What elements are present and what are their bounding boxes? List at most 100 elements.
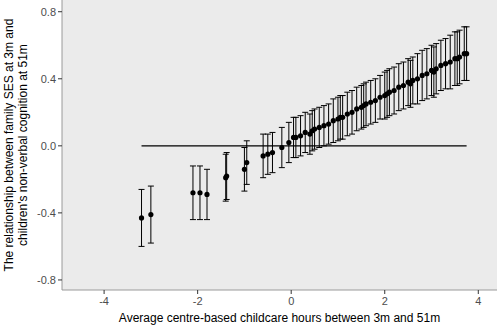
error-bar-cap — [407, 107, 413, 108]
error-bar-cap — [326, 144, 332, 145]
error-bar-cap — [354, 87, 360, 88]
error-bar — [204, 169, 210, 219]
x-tick — [384, 290, 385, 294]
error-bar — [410, 57, 416, 104]
error-bar-cap — [197, 219, 203, 220]
error-bar-cap — [438, 40, 444, 41]
error-bar — [447, 35, 453, 89]
error-bar-cap — [368, 80, 374, 81]
error-bar-cap — [321, 105, 327, 106]
marks — [139, 27, 470, 247]
reference-line — [142, 145, 467, 146]
error-bar-cap — [419, 100, 425, 101]
point — [298, 133, 303, 138]
error-bar-cap — [372, 122, 378, 123]
error-bar — [316, 107, 322, 147]
error-bar — [197, 166, 203, 220]
y-tick — [58, 212, 62, 213]
y-tick-label: -0.4 — [37, 207, 56, 219]
y-axis-title-line: children's non-verbal cognition at 51m — [16, 44, 30, 246]
y-tick-label: 0.0 — [41, 140, 56, 152]
error-bar — [298, 116, 304, 156]
error-bar-cap — [330, 142, 336, 143]
error-bar — [386, 69, 392, 116]
point — [354, 106, 359, 111]
point — [321, 123, 326, 128]
error-bar — [414, 54, 420, 104]
error-bar — [464, 27, 470, 81]
error-bar-cap — [286, 162, 292, 163]
error-bar-cap — [260, 177, 266, 178]
error-bar-cap — [224, 152, 230, 153]
error-bar-cap — [293, 117, 299, 118]
x-tick — [104, 290, 105, 294]
point — [331, 118, 336, 123]
point — [457, 54, 462, 59]
error-bar — [368, 80, 374, 124]
point — [424, 71, 429, 76]
y-tick-label: 0.8 — [41, 6, 56, 18]
error-bar — [265, 134, 271, 174]
error-bar-cap — [400, 108, 406, 109]
error-bar-cap — [400, 62, 406, 63]
error-bar-cap — [148, 186, 154, 187]
error-bar-cap — [298, 115, 304, 116]
error-bar-cap — [307, 154, 313, 155]
error-bar-cap — [414, 103, 420, 104]
point — [270, 150, 275, 155]
error-bar-cap — [349, 134, 355, 135]
point — [434, 66, 439, 71]
error-bar-cap — [361, 127, 367, 128]
error-bar — [224, 153, 230, 200]
point — [363, 101, 368, 106]
error-bar-cap — [312, 108, 318, 109]
x-axis-title: Average centre-based childcare hours bet… — [119, 311, 440, 325]
x-tick-label: 0 — [288, 295, 294, 307]
point — [286, 140, 291, 145]
point — [148, 212, 153, 217]
error-bar-cap — [457, 30, 463, 31]
point — [391, 88, 396, 93]
y-tick-label: 0.4 — [41, 73, 56, 85]
error-bar-cap — [464, 26, 470, 27]
y-tick-label: -0.8 — [37, 274, 56, 286]
error-bar-cap — [433, 43, 439, 44]
error-bar — [433, 44, 439, 94]
y-axis-title: The relationship between family SES at 3… — [2, 19, 30, 272]
error-bar — [391, 67, 397, 114]
error-bar-cap — [223, 154, 229, 155]
error-bar — [148, 186, 154, 243]
error-bar-cap — [340, 95, 346, 96]
error-bar — [443, 39, 449, 89]
point — [420, 73, 425, 78]
error-bar-cap — [363, 82, 369, 83]
x-tick-label: -2 — [193, 295, 203, 307]
point — [244, 160, 249, 165]
point — [377, 95, 382, 100]
error-bar-cap — [405, 58, 411, 59]
error-bar — [293, 117, 299, 157]
error-bar — [321, 106, 327, 146]
error-bar-cap — [223, 201, 229, 202]
error-bar-cap — [363, 125, 369, 126]
error-bar-cap — [368, 124, 374, 125]
error-bar-cap — [424, 48, 430, 49]
error-bar-cap — [431, 97, 437, 98]
point — [387, 90, 392, 95]
y-axis-line — [62, 0, 63, 290]
error-bar-cap — [349, 90, 355, 91]
y-tick — [58, 145, 62, 146]
error-bar-cap — [382, 119, 388, 120]
error-bar-cap — [204, 219, 210, 220]
error-bar — [330, 99, 336, 143]
error-bar-cap — [457, 83, 463, 84]
error-bar-cap — [265, 174, 271, 175]
x-tick — [291, 290, 292, 294]
error-bar-cap — [293, 157, 299, 158]
x-tick-label: 2 — [382, 295, 388, 307]
error-bar-cap — [312, 149, 318, 150]
error-bar-cap — [148, 243, 154, 244]
error-bar-cap — [326, 103, 332, 104]
error-bar-cap — [302, 152, 308, 153]
error-bar-cap — [433, 93, 439, 94]
